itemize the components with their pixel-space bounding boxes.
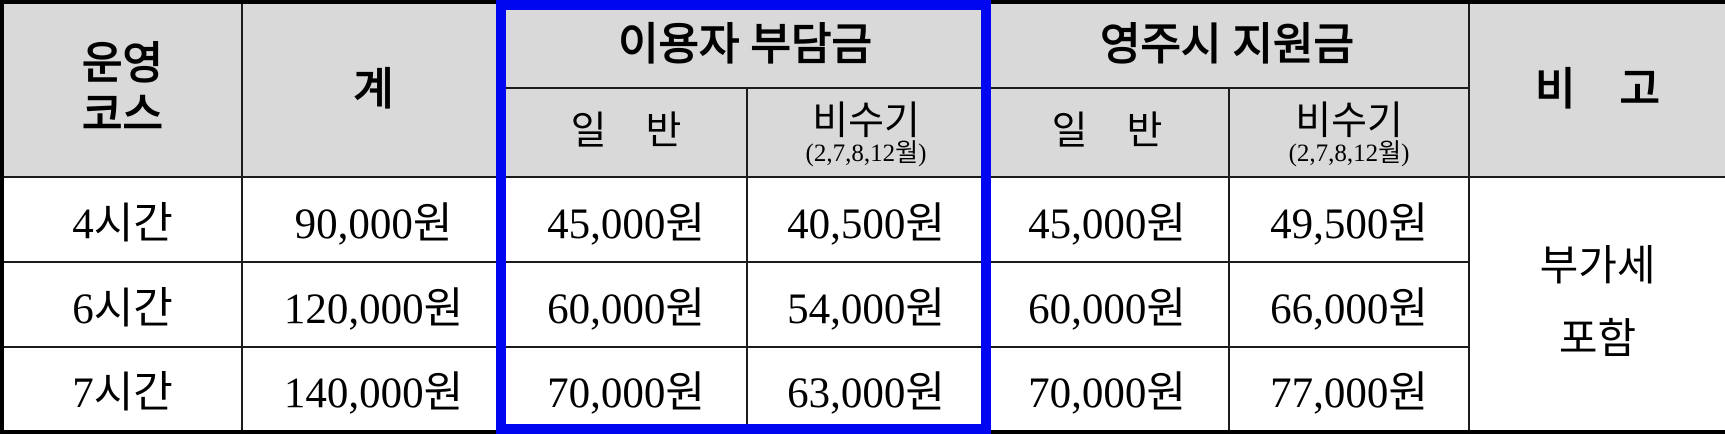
table-row-7h: 7시간 140,000원 70,000원 63,000원 70,000원 77,…: [1, 346, 1725, 433]
header-total: 계: [241, 1, 506, 178]
cell-user-general: 60,000원: [504, 261, 748, 348]
subheader-user-offseason-months: (2,7,8,12월): [805, 139, 927, 167]
subheader-city-offseason: 비수기 (2,7,8,12월): [1228, 87, 1471, 178]
header-group-user-fee: 이용자 부담금: [503, 1, 987, 89]
cell-city-offseason: 77,000원: [1228, 346, 1471, 433]
subheader-user-offseason-label: 비수기: [812, 99, 920, 143]
cell-note: 부가세 포함: [1468, 176, 1725, 433]
cell-user-offseason: 40,500원: [745, 176, 987, 263]
cell-user-general: 70,000원: [504, 346, 748, 433]
cell-total: 140,000원: [241, 346, 506, 433]
cell-user-offseason: 63,000원: [745, 346, 987, 433]
cell-city-general: 60,000원: [984, 261, 1231, 348]
cell-city-general: 70,000원: [984, 346, 1231, 433]
cell-city-general: 45,000원: [984, 176, 1231, 263]
cell-course: 6시간: [1, 261, 243, 348]
header-note: 비 고: [1468, 1, 1725, 178]
cell-city-offseason: 66,000원: [1228, 261, 1471, 348]
cell-user-general: 45,000원: [504, 176, 748, 263]
cell-total: 90,000원: [241, 176, 506, 263]
header-course-line2: 코스: [82, 90, 163, 139]
cell-total: 120,000원: [241, 261, 506, 348]
cell-city-offseason: 49,500원: [1228, 176, 1471, 263]
header-group-city-subsidy: 영주시 지원금: [984, 1, 1471, 89]
cell-course: 7시간: [1, 346, 243, 433]
subheader-user-offseason: 비수기 (2,7,8,12월): [745, 87, 987, 178]
header-course: 운영 코스: [1, 1, 243, 178]
note-line1: 부가세: [1539, 243, 1656, 290]
header-course-line1: 운영: [82, 39, 163, 89]
subheader-city-offseason-months: (2,7,8,12월): [1288, 139, 1410, 167]
subheader-user-general: 일 반: [504, 87, 748, 178]
cell-user-offseason: 54,000원: [745, 261, 987, 348]
subheader-city-general: 일 반: [984, 87, 1231, 178]
note-line2: 포함: [1558, 317, 1637, 363]
table-row-4h: 4시간 90,000원 45,000원 40,500원 45,000원 49,5…: [1, 176, 1725, 433]
cell-course: 4시간: [1, 176, 243, 263]
table-row-6h: 6시간 120,000원 60,000원 54,000원 60,000원 66,…: [1, 261, 1725, 348]
subheader-city-offseason-label: 비수기: [1295, 99, 1403, 143]
